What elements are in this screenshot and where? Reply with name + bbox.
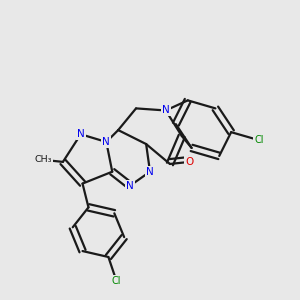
Text: Cl: Cl	[254, 135, 264, 145]
Text: N: N	[126, 181, 134, 191]
Text: N: N	[146, 167, 154, 177]
Text: O: O	[185, 157, 194, 167]
Text: N: N	[77, 129, 85, 139]
Text: N: N	[162, 106, 169, 116]
Text: CH₃: CH₃	[34, 155, 52, 164]
Text: Cl: Cl	[112, 276, 121, 286]
Text: N: N	[102, 137, 110, 147]
